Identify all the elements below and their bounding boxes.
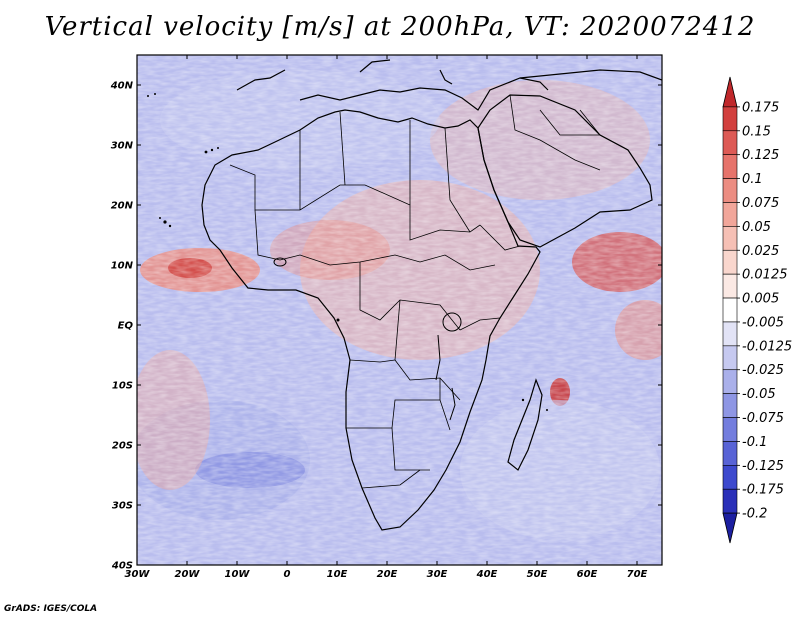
lat-tick-label: 10N bbox=[111, 261, 134, 272]
colorbar-swatch bbox=[722, 226, 738, 251]
lon-tick-label: 10W bbox=[225, 569, 251, 580]
colorbar-label: -0.125 bbox=[742, 459, 784, 474]
colorbar-swatch bbox=[722, 130, 738, 155]
lat-tick-label: 20S bbox=[112, 441, 133, 452]
lon-tick-label: 0 bbox=[284, 569, 291, 580]
colorbar-label: 0.05 bbox=[742, 220, 771, 235]
colorbar-swatch bbox=[722, 273, 738, 299]
islands bbox=[147, 93, 548, 411]
plot-title: Vertical velocity [m/s] at 200hPa, VT: 2… bbox=[44, 12, 756, 42]
lat-tick-label: 30N bbox=[111, 141, 134, 152]
lon-tick-label: 70E bbox=[627, 569, 648, 580]
lon-tick-label: 30E bbox=[427, 569, 448, 580]
colorbar-label: 0.005 bbox=[742, 292, 779, 307]
lat-tick-label: 10S bbox=[112, 381, 133, 392]
colorbar-swatch bbox=[722, 249, 738, 275]
lon-tick-label: 10E bbox=[327, 569, 348, 580]
colorbar-label: 0.175 bbox=[742, 100, 779, 115]
colorbar-label: -0.075 bbox=[742, 411, 784, 426]
colorbar-label: 0.1 bbox=[742, 172, 763, 187]
lat-tick-label: 30S bbox=[112, 501, 133, 512]
colorbar-label: 0.0125 bbox=[742, 268, 788, 283]
colorbar-label: -0.2 bbox=[742, 507, 767, 522]
lat-tick-label: 20N bbox=[111, 201, 134, 212]
colorbar-label: 0.025 bbox=[742, 244, 779, 259]
colorbar-swatch bbox=[722, 202, 738, 227]
colorbar-swatch-top bbox=[722, 76, 738, 108]
lon-tick-label: 60E bbox=[577, 569, 598, 580]
colorbar: 0.175 0.15 0.125 0.1 0.075 0.05 0.025 0.0125 0.0… bbox=[722, 76, 792, 544]
colorbar-label: 0.125 bbox=[742, 148, 779, 163]
lon-tick-label: 20W bbox=[175, 569, 201, 580]
colorbar-swatch-bottom bbox=[722, 512, 738, 544]
colorbar-swatch bbox=[722, 345, 738, 371]
coastlines bbox=[201, 59, 662, 531]
velocity-field bbox=[137, 55, 662, 565]
colorbar-swatch bbox=[722, 441, 738, 466]
colorbar-swatch bbox=[722, 465, 738, 490]
colorbar-label: 0.075 bbox=[742, 196, 779, 211]
latitude-axis: 40N 30N 20N 10N EQ 10S 20S 30S 40S bbox=[110, 81, 662, 572]
colorbar-label: -0.1 bbox=[742, 435, 767, 450]
lon-tick-label: 50E bbox=[527, 569, 548, 580]
colorbar-label: -0.0125 bbox=[742, 339, 792, 354]
colorbar-label: -0.05 bbox=[742, 387, 776, 402]
lon-tick-label: 20E bbox=[377, 569, 398, 580]
colorbar-label: -0.025 bbox=[742, 363, 784, 378]
country-borders bbox=[229, 94, 629, 489]
colorbar-swatch bbox=[722, 393, 738, 418]
colorbar-label: -0.175 bbox=[742, 483, 784, 498]
lon-tick-label: 40E bbox=[476, 569, 498, 580]
colorbar-label: -0.005 bbox=[742, 315, 784, 330]
lat-tick-label: 40S bbox=[111, 561, 133, 572]
colorbar-swatch bbox=[722, 154, 738, 179]
colorbar-swatch bbox=[722, 488, 738, 514]
grads-credit: GrADS: IGES/COLA bbox=[4, 604, 98, 614]
longitude-axis: 30W 20W 10W 0 10E 20E 30E 40E 50E 60E 70E bbox=[125, 55, 648, 580]
lon-tick-label: 30W bbox=[125, 569, 151, 580]
colorbar-swatch bbox=[722, 369, 738, 394]
lat-tick-label: 40N bbox=[110, 81, 134, 92]
colorbar-swatch bbox=[722, 297, 738, 323]
lat-tick-label: EQ bbox=[118, 321, 134, 332]
lakes bbox=[273, 257, 462, 421]
colorbar-swatch bbox=[722, 321, 738, 347]
colorbar-swatch bbox=[722, 417, 738, 442]
colorbar-swatch bbox=[722, 178, 738, 203]
map-frame bbox=[136, 54, 663, 566]
colorbar-swatch bbox=[722, 106, 738, 132]
colorbar-label: 0.15 bbox=[742, 124, 771, 139]
